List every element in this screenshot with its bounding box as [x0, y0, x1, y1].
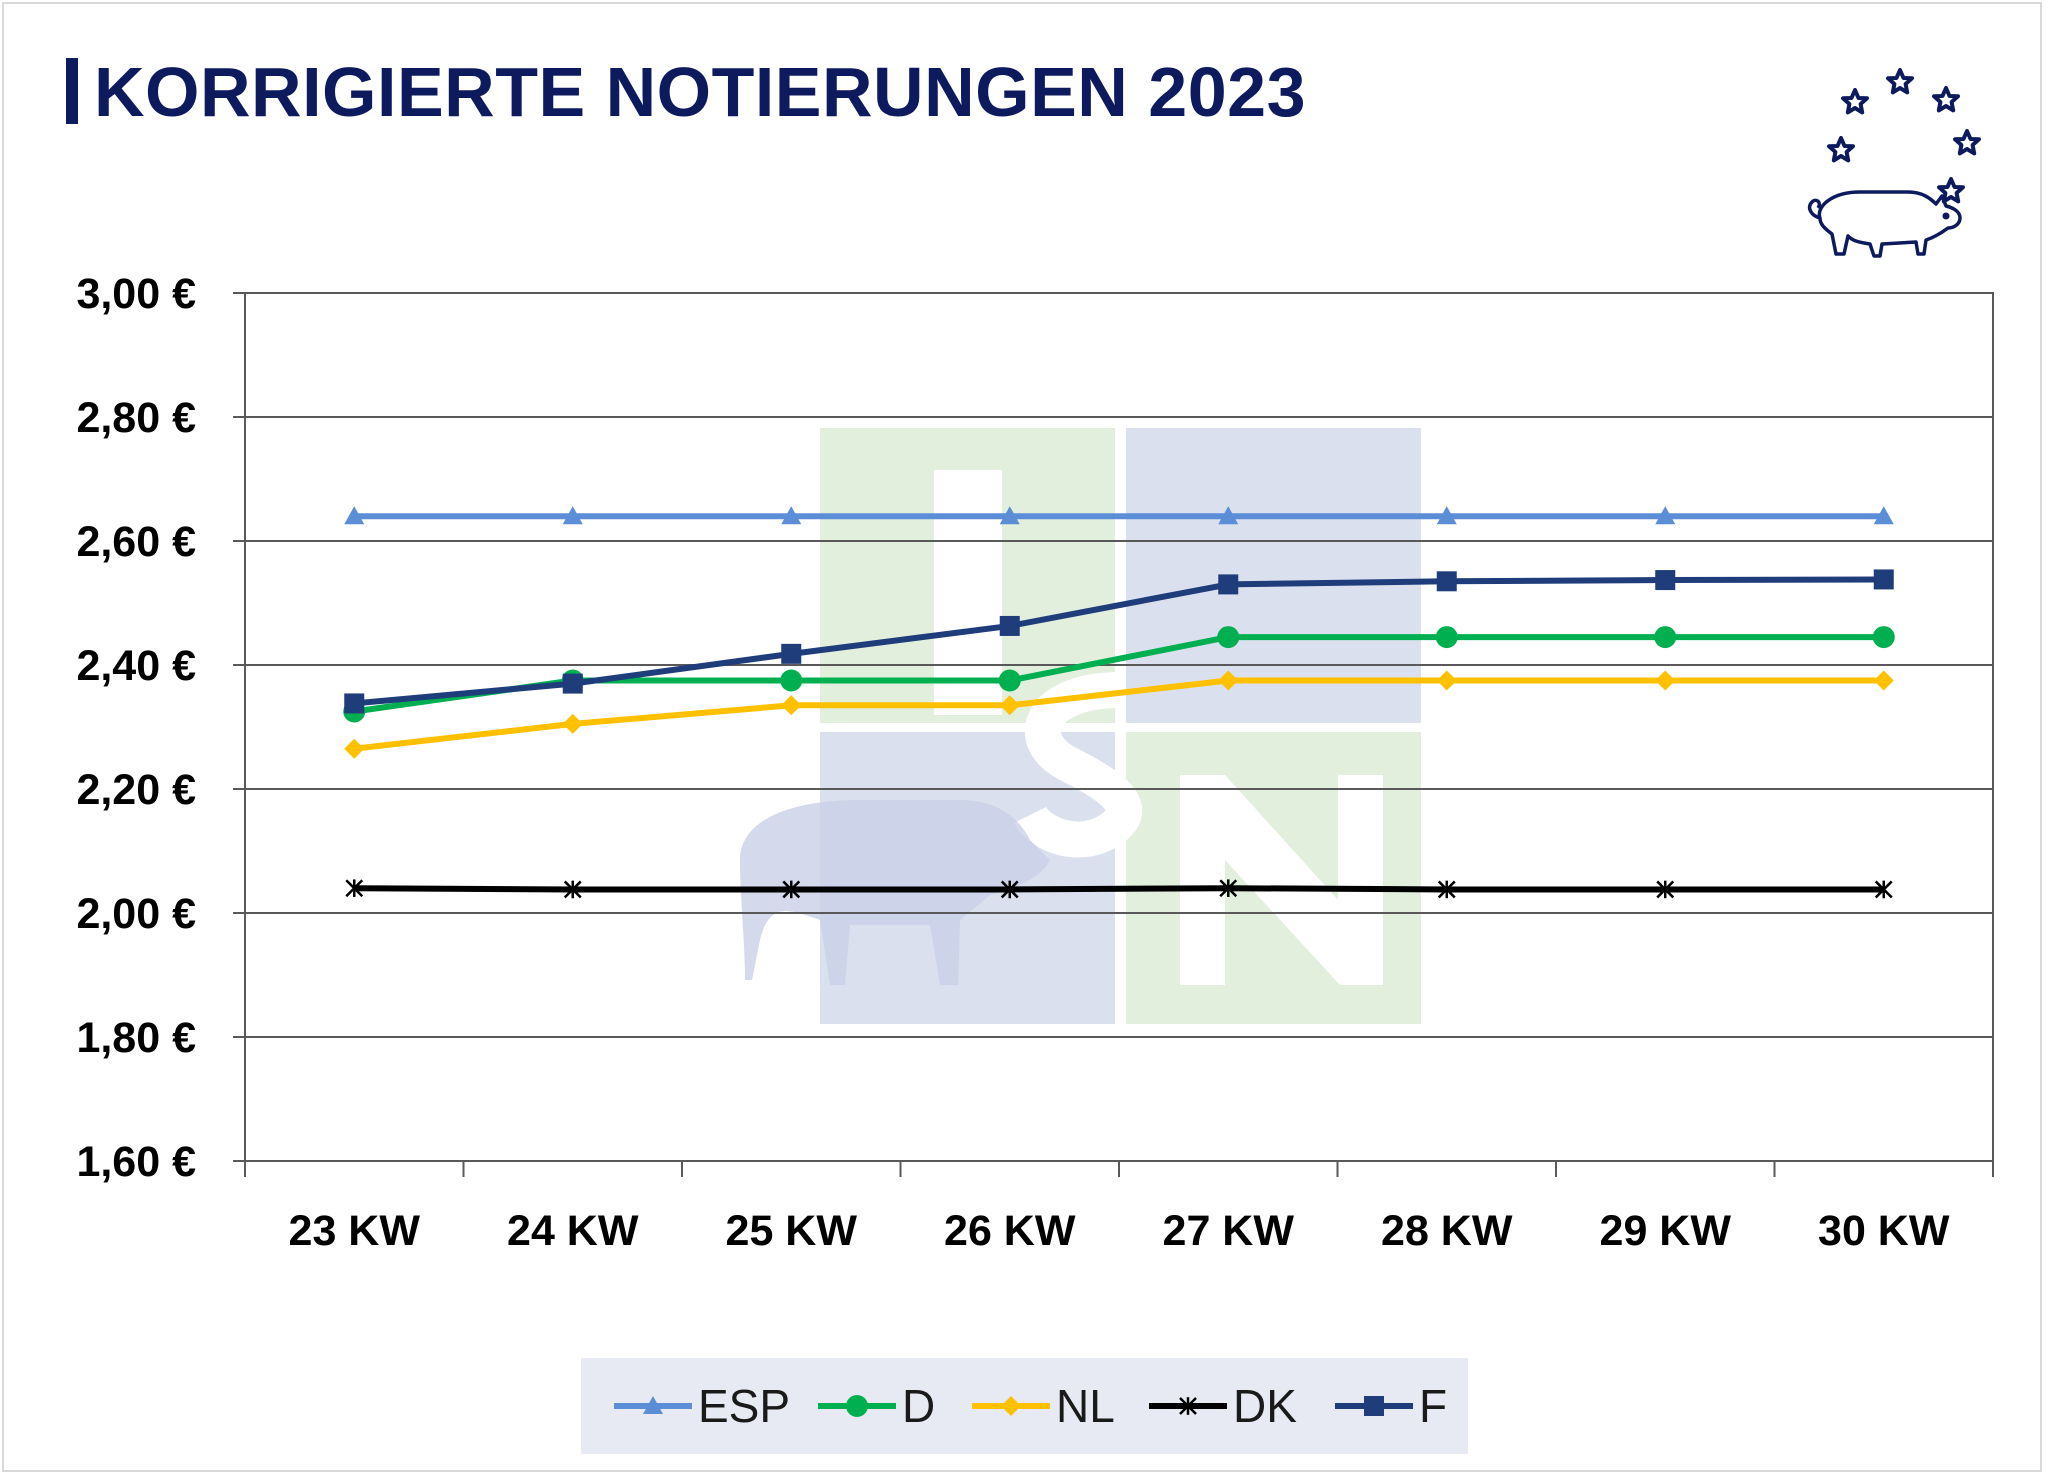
series-line-dk [354, 885, 1884, 893]
data-point-esp [1873, 506, 1894, 525]
data-point-dk [782, 880, 801, 899]
data-point-nl [781, 695, 802, 716]
data-point-f [1655, 570, 1676, 591]
data-point-nl [999, 695, 1020, 716]
legend-item-f: F [1335, 1380, 1447, 1432]
data-point-esp [1218, 506, 1239, 525]
x-tick-label: 29 KW [1600, 1207, 1732, 1255]
y-tick-label: 2,20 € [76, 766, 196, 814]
x-tick-label: 26 KW [944, 1207, 1076, 1255]
series-line-nl [353, 677, 1884, 752]
data-point-f [1436, 571, 1457, 592]
data-point-esp [999, 506, 1020, 525]
legend-swatch-marker [643, 1396, 663, 1414]
legend-item-nl: NL [972, 1380, 1115, 1432]
data-point-d [1217, 626, 1240, 649]
data-point-d [1872, 626, 1895, 649]
data-point-d [1654, 626, 1677, 649]
data-point-f [781, 643, 802, 664]
star-icon [1937, 177, 1965, 204]
title-accent-bar [66, 58, 78, 124]
legend-swatch-marker [1364, 1396, 1384, 1416]
star-icon [1841, 88, 1869, 115]
series-line-f [353, 576, 1884, 707]
data-point-dk [563, 880, 582, 899]
legend-item-esp: ESP [614, 1380, 790, 1432]
y-tick-label: 2,80 € [76, 394, 196, 442]
legend-label: DK [1233, 1380, 1297, 1432]
legend-swatch-marker [846, 1395, 868, 1417]
x-tick-label: 25 KW [726, 1207, 858, 1255]
y-tick-label: 2,40 € [76, 642, 196, 690]
data-point-nl [562, 713, 583, 734]
data-point-esp [562, 506, 583, 525]
data-point-nl [1873, 670, 1894, 691]
data-point-dk [1219, 879, 1238, 898]
pig-with-stars-icon [1807, 68, 1981, 258]
data-point-esp [1655, 506, 1676, 525]
data-point-d [998, 669, 1021, 692]
x-tick-label: 24 KW [507, 1207, 639, 1255]
legend-swatch-marker [1001, 1396, 1021, 1416]
pig-icon [1807, 190, 1962, 258]
isn-logo-watermark [740, 428, 1421, 1024]
data-point-esp [1436, 506, 1457, 525]
y-tick-label: 3,00 € [76, 270, 196, 318]
data-point-f [562, 673, 583, 694]
data-point-f [1873, 569, 1894, 590]
legend-swatch-marker [1179, 1397, 1197, 1415]
legend-label: D [902, 1380, 935, 1432]
data-point-nl [1218, 670, 1239, 691]
x-tick-label: 28 KW [1381, 1207, 1513, 1255]
legend-item-dk: DK [1149, 1380, 1297, 1432]
data-point-dk [345, 879, 364, 898]
x-tick-label: 30 KW [1818, 1207, 1950, 1255]
page-title: KORRIGIERTE NOTIERUNGEN 2023 [94, 53, 1306, 131]
data-point-d [780, 669, 803, 692]
data-point-f [999, 615, 1020, 636]
y-tick-label: 1,80 € [76, 1014, 196, 1062]
data-point-dk [1874, 880, 1893, 899]
y-tick-label: 2,60 € [76, 518, 196, 566]
y-tick-label: 1,60 € [76, 1138, 196, 1186]
y-tick-label: 2,00 € [76, 890, 196, 938]
data-point-nl [1655, 670, 1676, 691]
x-tick-label: 27 KW [1163, 1207, 1295, 1255]
data-point-nl [1436, 670, 1457, 691]
data-point-f [1218, 574, 1239, 595]
star-icon [1932, 86, 1960, 113]
data-point-dk [1437, 880, 1456, 899]
data-point-nl [344, 738, 365, 759]
legend-label: F [1419, 1380, 1447, 1432]
data-point-esp [344, 506, 365, 525]
data-point-f [344, 693, 365, 714]
x-tick-label: 23 KW [289, 1207, 421, 1255]
star-icon [1827, 136, 1855, 163]
star-icon [1953, 129, 1981, 156]
legend-label: ESP [698, 1380, 790, 1432]
legend-item-d: D [818, 1380, 935, 1432]
data-point-esp [781, 506, 802, 525]
data-point-dk [1000, 880, 1019, 899]
star-icon [1886, 68, 1914, 95]
data-point-dk [1656, 880, 1675, 899]
data-point-d [1435, 626, 1458, 649]
legend-label: NL [1056, 1380, 1115, 1432]
